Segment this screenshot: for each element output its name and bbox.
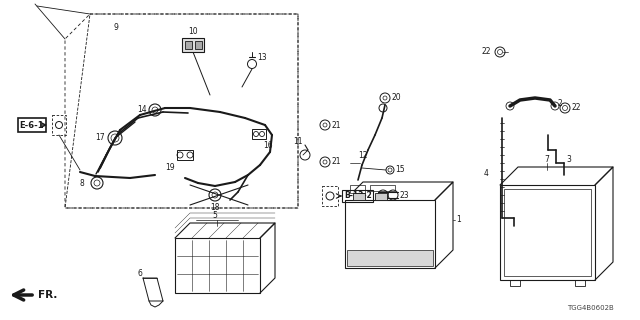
Text: E-6-1: E-6-1 — [20, 121, 44, 130]
Text: 21: 21 — [332, 157, 342, 166]
Bar — [345, 200, 435, 268]
Bar — [175, 238, 260, 293]
Text: B-13-2: B-13-2 — [344, 191, 372, 201]
Bar — [185, 41, 192, 49]
Text: 19: 19 — [165, 163, 175, 172]
Bar — [195, 41, 202, 49]
Text: 22: 22 — [482, 47, 492, 57]
Text: 17: 17 — [95, 133, 104, 142]
Bar — [510, 280, 520, 286]
Bar — [353, 193, 365, 200]
Text: TGG4B0602B: TGG4B0602B — [566, 305, 613, 311]
Bar — [375, 193, 387, 200]
Text: 12: 12 — [358, 150, 367, 159]
Text: 2: 2 — [558, 99, 563, 108]
Bar — [182, 38, 204, 52]
Bar — [177, 150, 193, 160]
Bar — [575, 280, 585, 286]
Text: 4: 4 — [484, 169, 489, 178]
Text: 22: 22 — [572, 103, 582, 113]
Text: 14: 14 — [137, 106, 147, 115]
Bar — [347, 250, 433, 266]
Text: 8: 8 — [79, 179, 84, 188]
Text: FR.: FR. — [38, 290, 58, 300]
Text: 7: 7 — [545, 156, 549, 164]
Text: 23: 23 — [400, 190, 410, 199]
Bar — [252, 129, 266, 139]
Text: 21: 21 — [332, 121, 342, 130]
Bar — [52, 115, 66, 135]
Text: 6: 6 — [137, 269, 142, 278]
Text: 1: 1 — [456, 215, 461, 225]
Text: 15: 15 — [395, 165, 404, 174]
Bar — [350, 185, 365, 193]
Text: 11: 11 — [293, 138, 303, 147]
Text: 5: 5 — [212, 212, 218, 220]
Text: 18: 18 — [210, 203, 220, 212]
Bar — [322, 186, 338, 206]
Text: 13: 13 — [257, 52, 267, 61]
Bar — [504, 189, 591, 276]
Bar — [370, 185, 395, 191]
Bar — [500, 185, 595, 280]
Text: 10: 10 — [188, 28, 198, 36]
Text: 20: 20 — [392, 93, 402, 102]
Text: 9: 9 — [113, 23, 118, 33]
Text: 16: 16 — [263, 140, 273, 149]
Text: 3: 3 — [566, 156, 571, 164]
